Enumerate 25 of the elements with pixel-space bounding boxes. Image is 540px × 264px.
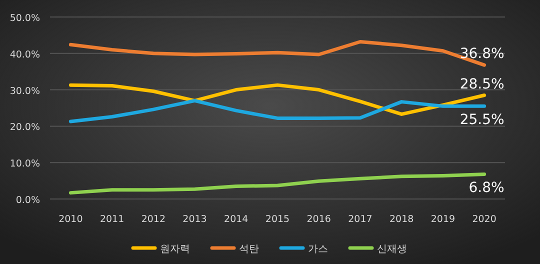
y-tick-label: 10.0% xyxy=(10,158,40,170)
y-tick-label: 50.0% xyxy=(10,13,40,24)
x-tick-label: 2011 xyxy=(100,214,124,225)
data-label: 36.8% xyxy=(460,46,504,62)
x-tick-label: 2012 xyxy=(141,214,166,225)
x-tick-label: 2014 xyxy=(224,214,248,225)
x-tick-label: 2020 xyxy=(472,214,496,225)
y-tick-label: 40.0% xyxy=(10,49,40,60)
x-tick-label: 2010 xyxy=(58,214,83,225)
legend-label: 석탄 xyxy=(239,244,259,255)
x-tick-label: 2013 xyxy=(182,214,207,225)
legend-label: 가스 xyxy=(308,244,328,255)
data-label: 25.5% xyxy=(460,112,504,128)
data-label: 6.8% xyxy=(468,180,504,196)
x-tick-label: 2016 xyxy=(306,214,331,225)
y-tick-label: 30.0% xyxy=(10,86,40,97)
x-tick-label: 2015 xyxy=(265,214,290,225)
x-tick-label: 2018 xyxy=(389,214,414,225)
legend-label: 원자력 xyxy=(160,244,190,255)
data-label: 28.5% xyxy=(460,76,504,92)
y-tick-label: 0.0% xyxy=(16,195,40,206)
y-tick-label: 20.0% xyxy=(10,122,40,134)
x-tick-label: 2017 xyxy=(348,214,372,225)
x-tick-label: 2019 xyxy=(430,214,456,225)
legend-label: 신재생 xyxy=(377,244,407,255)
